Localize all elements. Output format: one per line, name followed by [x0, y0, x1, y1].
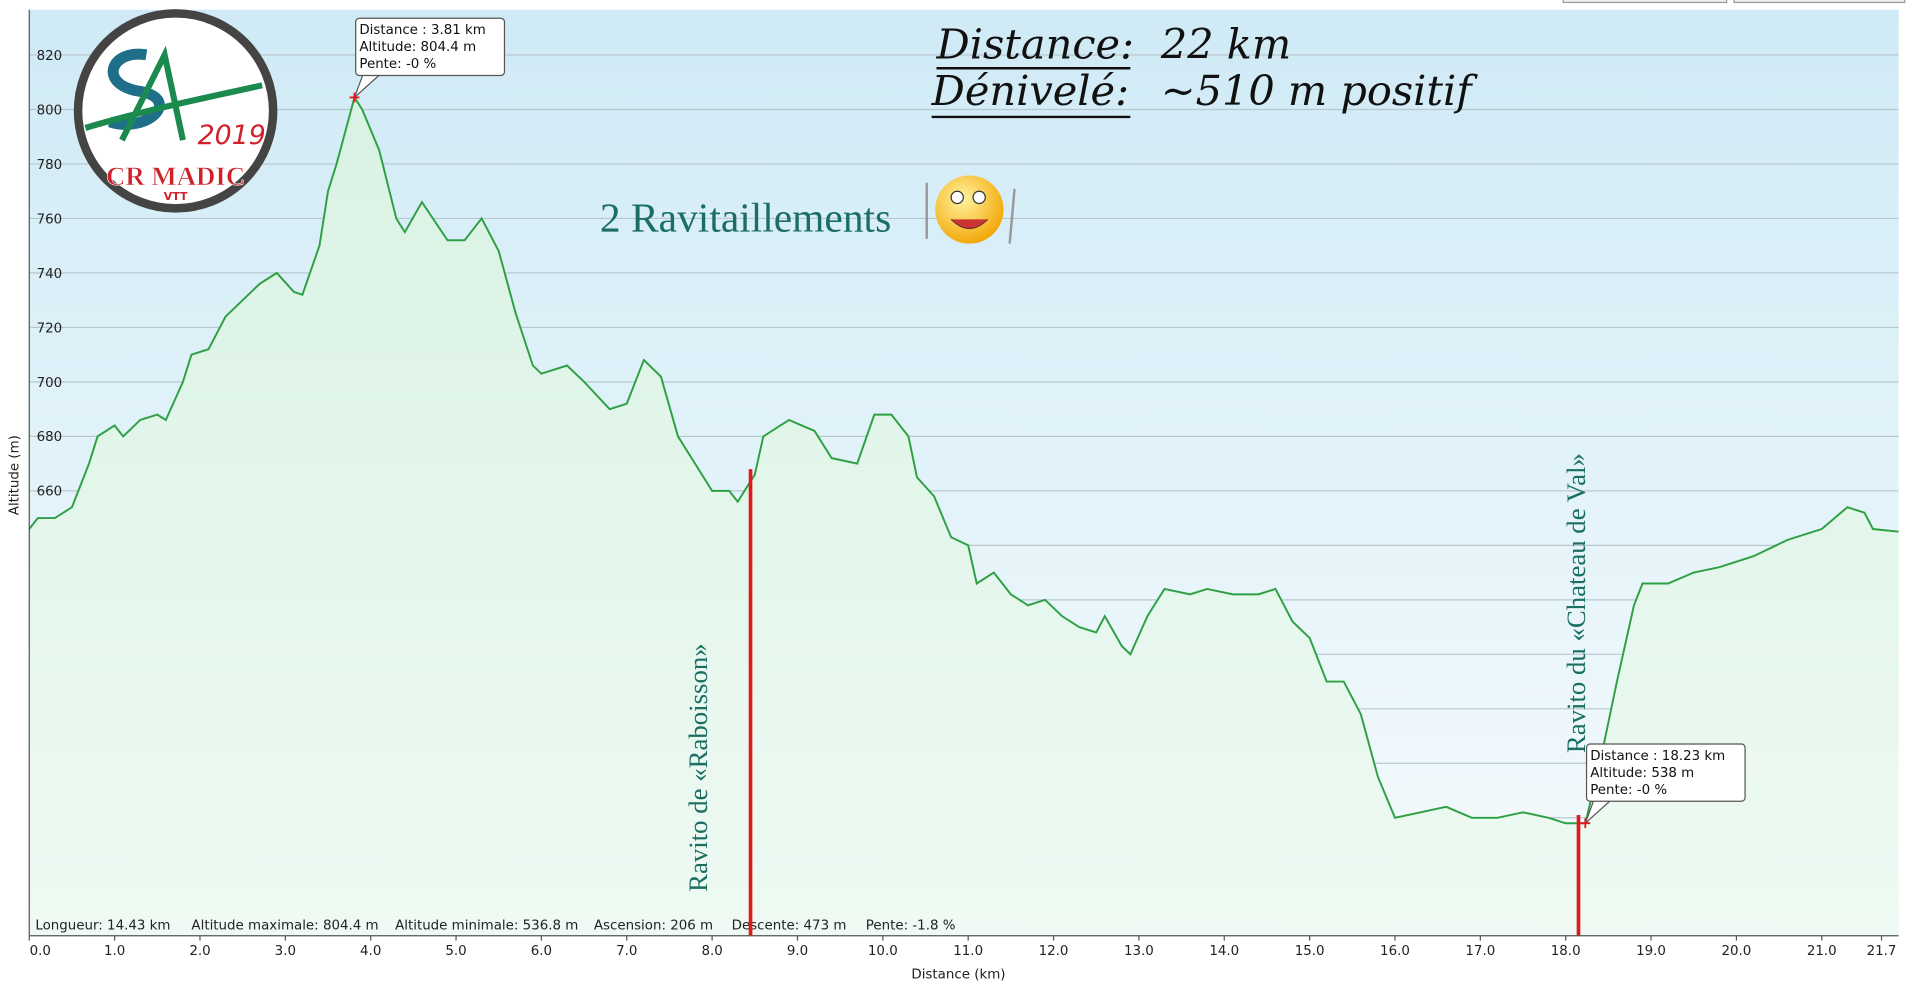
headline-value: ~510 m positif	[1161, 67, 1478, 115]
y-tick-label: 660	[37, 485, 63, 500]
x-tick-label: 13.0	[1124, 944, 1154, 959]
y-tick-label: 800	[37, 103, 63, 118]
stat-text: Pente: -1.8 %	[866, 919, 956, 934]
ravito-label: Ravito de «Raboisson»	[683, 643, 713, 892]
headline-label: Distance:	[935, 20, 1134, 68]
smiley-eye	[950, 190, 964, 205]
stat-text: Ascension: 206 m	[594, 919, 713, 934]
x-axis-label: Distance (km)	[911, 967, 1005, 982]
elevation-area	[29, 97, 1899, 936]
tooltip-point	[1580, 818, 1591, 829]
tooltip-box	[1585, 743, 1746, 802]
smiley-eye	[972, 190, 986, 205]
plot: Longueur: 14.43 km Altitude maximale: 804…	[28, 17, 1899, 936]
stat-text: Longueur: 14.43 km	[35, 919, 170, 934]
x-tick-label: 21.7	[1867, 944, 1897, 959]
x-tick-label: 0.0	[30, 944, 51, 959]
smiley-knife	[1008, 188, 1016, 244]
elevation-line	[28, 95, 1899, 825]
stat-text: Altitude minimale: 536.8 m	[395, 919, 578, 934]
logo: 2019 CR MADIC VTT	[73, 9, 278, 213]
y-tick-label: 820	[37, 49, 63, 64]
tooltip-text: Pente: -0 %	[359, 57, 436, 72]
x-tick-label: 15.0	[1295, 944, 1325, 959]
toolbar-button[interactable]	[1562, 0, 1728, 4]
tooltip-text: Distance : 18.23 km	[1590, 749, 1725, 764]
subtitle: 2 Ravitaillements	[600, 195, 891, 241]
logo-subtitle: VTT	[164, 190, 188, 203]
headline-value: 22 km	[1160, 20, 1291, 68]
y-tick-label: 780	[37, 158, 63, 173]
x-tick-label: 12.0	[1039, 944, 1069, 959]
y-tick-label: 720	[37, 321, 63, 336]
tooltip-text: Altitude: 804.4 m	[359, 40, 476, 55]
tooltip-text: Distance : 3.81 km	[359, 23, 486, 38]
tooltip-text: Altitude: 538 m	[1590, 766, 1694, 781]
y-axis-label: Altitude (m)	[7, 435, 22, 515]
tooltip-box	[355, 17, 506, 77]
x-tick-label: 2.0	[189, 944, 210, 959]
stat-text: Descente: 473 m	[732, 919, 847, 934]
smiley-icon	[925, 175, 1016, 244]
tooltip-point	[349, 92, 360, 103]
x-tick-label: 21.0	[1807, 944, 1837, 959]
smiley-face	[935, 175, 1004, 244]
x-tick-label: 3.0	[275, 944, 296, 959]
x-tick-label: 14.0	[1209, 944, 1239, 959]
toolbar-button[interactable]	[1733, 0, 1906, 4]
x-tick-label: 18.0	[1551, 944, 1581, 959]
y-tick-label: 740	[37, 267, 63, 282]
y-tick-label: 760	[37, 212, 63, 227]
x-tick-label: 11.0	[953, 944, 983, 959]
x-tick-label: 5.0	[445, 944, 466, 959]
smiley-mouth	[950, 218, 989, 230]
stat-text: Altitude maximale: 804.4 m	[191, 919, 378, 934]
logo-s	[107, 48, 165, 130]
x-tick-label: 16.0	[1380, 944, 1410, 959]
ravito-label: Ravito du «Chateau de Val»	[1561, 453, 1591, 753]
logo-year: 2019	[198, 120, 266, 151]
x-tick-label: 1.0	[104, 944, 125, 959]
logo-title: CR MADIC	[106, 161, 245, 191]
x-tick-label: 8.0	[701, 944, 722, 959]
x-tick-label: 19.0	[1636, 944, 1666, 959]
x-tick-label: 17.0	[1465, 944, 1495, 959]
x-tick-label: 20.0	[1721, 944, 1751, 959]
x-tick-label: 4.0	[360, 944, 381, 959]
x-tick-label: 10.0	[868, 944, 898, 959]
x-tick-label: 6.0	[531, 944, 552, 959]
tooltip-text: Pente: -0 %	[1590, 783, 1667, 798]
headline-label: Dénivelé:	[931, 67, 1129, 115]
x-tick-label: 7.0	[616, 944, 637, 959]
logo-a	[84, 45, 263, 142]
y-tick-label: 680	[37, 430, 63, 445]
y-tick-label: 700	[37, 376, 63, 391]
x-tick-label: 9.0	[787, 944, 808, 959]
